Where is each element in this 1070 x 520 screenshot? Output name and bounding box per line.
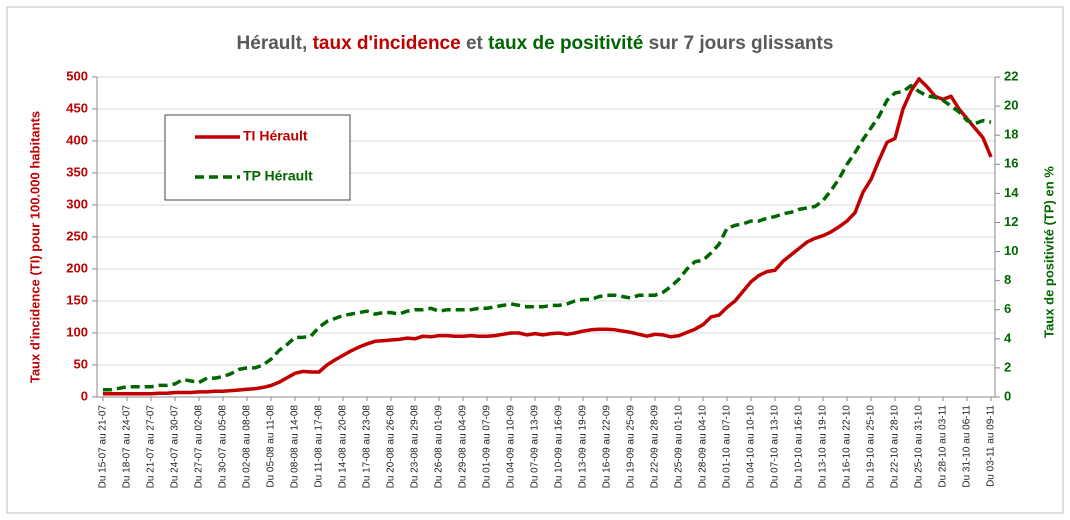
chart-border <box>6 6 1064 514</box>
y2-tick-label: 2 <box>1004 359 1011 374</box>
title-part: taux d'incidence <box>313 33 461 54</box>
title-part: Hérault, <box>237 33 313 54</box>
x-tick-label: Du 27-07 au 02-08 <box>194 405 205 489</box>
x-tick-label: Du 05-08 au 11-08 <box>266 405 277 488</box>
x-tick-label: Du 29-08 au 04-09 <box>458 405 469 489</box>
y-tick-label: 350 <box>66 164 88 179</box>
x-tick-label: Du 28-10 au 03-11 <box>938 405 949 488</box>
y2-tick-label: 6 <box>1004 301 1011 316</box>
y2-tick-label: 18 <box>1004 127 1018 142</box>
x-tick-label: Du 02-08 au 08-08 <box>242 405 253 489</box>
x-tick-label: Du 01-09 au 07-09 <box>482 405 493 489</box>
y2-axis-label: Taux de positivité (TP) en % <box>1041 166 1056 338</box>
x-tick-label: Du 07-09 au 13-09 <box>530 405 541 489</box>
x-tick-label: Du 13-09 au 19-09 <box>578 405 589 489</box>
y2-tick-label: 12 <box>1004 214 1018 229</box>
y2-tick-label: 20 <box>1004 98 1018 113</box>
y-tick-label: 450 <box>66 100 88 115</box>
title-part: taux de positivité <box>488 33 643 54</box>
x-tick-label: Du 26-08 au 01-09 <box>434 405 445 489</box>
x-tick-label: Du 30-07 au 05-08 <box>218 405 229 489</box>
x-tick-label: Du 01-10 au 07-10 <box>722 405 733 489</box>
y2-tick-label: 16 <box>1004 156 1018 171</box>
y2-tick-label: 4 <box>1004 330 1012 345</box>
x-tick-label: Du 07-10 au 13-10 <box>770 405 781 489</box>
x-tick-label: Du 24-07 au 30-07 <box>170 405 181 489</box>
y-tick-label: 200 <box>66 260 88 275</box>
x-tick-label: Du 19-10 au 25-10 <box>866 405 877 489</box>
x-tick-label: Du 25-10 au 31-10 <box>914 405 925 489</box>
x-tick-label: Du 14-08 au 20-08 <box>338 405 349 489</box>
x-tick-label: Du 10-09 au 16-09 <box>554 405 565 489</box>
x-tick-label: Du 16-10 au 22-10 <box>842 405 853 489</box>
x-tick-label: Du 08-08 au 14-08 <box>290 405 301 489</box>
y2-tick-label: 10 <box>1004 243 1018 258</box>
y-tick-label: 100 <box>66 324 88 339</box>
x-tick-label: Du 04-10 au 10-10 <box>746 405 757 489</box>
y2-tick-label: 0 <box>1004 388 1011 403</box>
x-tick-label: Du 10-10 au 16-10 <box>794 405 805 489</box>
series-line <box>103 77 993 396</box>
x-tick-label: Du 04-09 au 10-09 <box>506 405 517 489</box>
y2-tick-label: 8 <box>1004 272 1011 287</box>
y2-tick-label: 22 <box>1004 68 1018 83</box>
x-tick-label: Du 28-09 au 04-10 <box>698 405 709 489</box>
y-tick-label: 400 <box>66 132 88 147</box>
x-tick-label: Du 20-08 au 26-08 <box>386 405 397 489</box>
title-part: sur 7 jours glissants <box>643 33 833 54</box>
legend-label: TP Hérault <box>243 168 313 184</box>
y-tick-label: 250 <box>66 228 88 243</box>
x-tick-label: Du 11-08 au 17-08 <box>314 405 325 488</box>
y-tick-label: 300 <box>66 196 88 211</box>
x-tick-label: Du 03-11 au 09-11 <box>986 405 997 487</box>
chart-title: Hérault, taux d'incidence et taux de pos… <box>237 33 834 54</box>
x-tick-label: Du 21-07 au 27-07 <box>146 405 157 489</box>
y-tick-label: 500 <box>66 68 88 83</box>
x-tick-label: Du 13-10 au 19-10 <box>818 405 829 489</box>
x-tick-label: Du 23-08 au 29-08 <box>410 405 421 489</box>
x-tick-label: Du 22-10 au 28-10 <box>890 405 901 489</box>
x-tick-label: Du 31-10 au 06-11 <box>962 405 973 488</box>
series-line <box>103 83 992 392</box>
x-tick-label: Du 17-08 au 23-08 <box>362 405 373 489</box>
x-tick-label: Du 25-09 au 01-10 <box>674 405 685 489</box>
legend-label: TI Hérault <box>243 128 308 144</box>
x-tick-label: Du 18-07 au 24-07 <box>122 405 133 489</box>
x-tick-label: Du 15-07 au 21-07 <box>98 405 109 489</box>
y-tick-label: 0 <box>81 388 88 403</box>
y-axis-label: Taux d'incidence (TI) pour 100.000 habit… <box>27 111 42 383</box>
title-part: et <box>461 33 488 54</box>
y-tick-label: 150 <box>66 292 88 307</box>
x-tick-label: Du 16-09 au 22-09 <box>602 405 613 489</box>
y2-tick-label: 14 <box>1004 185 1019 200</box>
y-tick-label: 50 <box>74 356 88 371</box>
x-tick-label: Du 19-09 au 25-09 <box>626 405 637 489</box>
legend-box <box>164 114 351 201</box>
x-tick-label: Du 22-09 au 28-09 <box>650 405 661 489</box>
